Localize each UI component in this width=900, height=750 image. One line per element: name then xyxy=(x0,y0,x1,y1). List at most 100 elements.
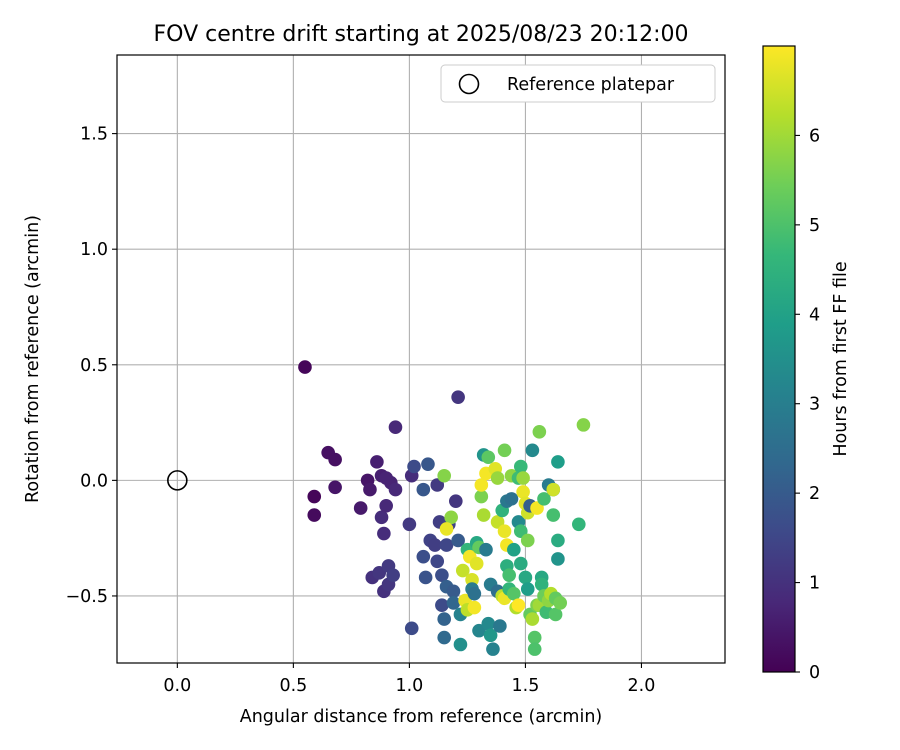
data-point xyxy=(534,577,549,592)
data-point xyxy=(497,524,512,539)
data-point xyxy=(537,492,551,506)
data-point xyxy=(511,598,526,613)
data-point xyxy=(474,489,489,504)
y-tick-label: −0.5 xyxy=(66,587,109,607)
legend-label: Reference platepar xyxy=(507,75,675,95)
legend-box xyxy=(440,64,716,103)
data-point xyxy=(513,459,528,474)
data-point xyxy=(551,455,565,469)
data-point xyxy=(493,619,507,633)
data-point xyxy=(520,582,535,596)
plot-frame xyxy=(116,54,726,664)
data-point xyxy=(435,598,449,613)
data-point xyxy=(490,471,505,485)
colorbar-tick-label: 6 xyxy=(809,126,820,146)
data-point xyxy=(548,607,563,622)
data-point xyxy=(481,450,496,465)
x-tick-label: 1.5 xyxy=(512,676,540,696)
data-point xyxy=(374,510,389,525)
data-point xyxy=(363,482,377,497)
data-point xyxy=(553,596,568,610)
data-point xyxy=(527,642,542,656)
data-point xyxy=(407,459,421,474)
x-axis-label: Angular distance from reference (arcmin) xyxy=(240,707,603,727)
data-point xyxy=(486,642,500,656)
data-point xyxy=(479,542,493,557)
data-point xyxy=(546,508,561,522)
y-axis-ticks: −0.5 0.0 0.5 1.0 1.5 xyxy=(66,125,117,607)
data-point xyxy=(455,563,470,578)
x-tick-label: 0.5 xyxy=(279,676,307,696)
data-point xyxy=(307,508,322,522)
y-axis-label: Rotation from reference (arcmin) xyxy=(23,215,43,503)
data-point xyxy=(328,480,342,495)
data-point xyxy=(490,515,505,529)
data-point xyxy=(353,501,368,515)
data-point xyxy=(437,630,452,645)
colorbar-label: Hours from first FF file xyxy=(831,261,851,456)
colorbar-ticks: 0 1 2 3 4 5 6 xyxy=(795,126,820,683)
data-point xyxy=(446,584,461,599)
data-point xyxy=(516,485,530,499)
x-tick-label: 2.0 xyxy=(628,676,656,696)
data-point xyxy=(469,556,484,571)
data-point xyxy=(435,568,449,582)
data-point xyxy=(421,457,435,471)
legend-marker xyxy=(458,73,480,95)
data-point xyxy=(307,489,322,504)
y-tick-label: 1.0 xyxy=(80,240,108,260)
data-point xyxy=(446,596,461,610)
data-point xyxy=(532,425,547,439)
data-point xyxy=(525,612,540,626)
colorbar-tick-label: 1 xyxy=(809,574,820,594)
data-point xyxy=(513,556,528,571)
data-point xyxy=(328,452,342,467)
colorbar-tick-label: 0 xyxy=(809,663,820,683)
y-tick-label: 0.5 xyxy=(80,356,108,376)
plot-area xyxy=(117,55,725,663)
y-tick-label: 1.5 xyxy=(80,125,108,145)
data-point xyxy=(418,570,433,585)
data-point xyxy=(372,566,387,580)
data-point xyxy=(497,443,512,458)
legend: Reference platepar xyxy=(440,64,716,103)
data-point xyxy=(451,533,465,548)
data-point xyxy=(467,586,482,601)
data-point xyxy=(530,501,544,515)
scatter-points xyxy=(298,360,591,656)
chart-title: FOV centre drift starting at 2025/08/23 … xyxy=(154,22,689,47)
data-point xyxy=(298,360,312,374)
reference-platepar-marker xyxy=(167,470,188,491)
data-point xyxy=(444,510,458,525)
data-point xyxy=(502,568,516,582)
colorbar: 0 1 2 3 4 5 6 Hours from first FF file xyxy=(762,45,851,683)
y-tick-label: 0.0 xyxy=(80,471,108,491)
data-point xyxy=(483,628,498,643)
data-point xyxy=(576,418,591,432)
data-point xyxy=(507,542,521,557)
data-point xyxy=(518,570,533,585)
data-point xyxy=(481,616,496,631)
data-point xyxy=(416,482,431,497)
data-point xyxy=(388,482,403,497)
colorbar-gradient xyxy=(763,46,795,672)
data-point xyxy=(476,508,491,522)
data-point xyxy=(467,600,482,615)
data-point xyxy=(437,612,452,626)
data-point xyxy=(507,586,521,601)
data-point xyxy=(513,524,528,539)
data-point xyxy=(449,494,463,508)
data-point xyxy=(439,522,454,536)
data-point xyxy=(437,468,452,483)
data-point xyxy=(474,478,489,492)
data-point xyxy=(370,455,384,469)
data-point xyxy=(416,549,431,564)
data-point xyxy=(377,526,391,541)
data-point xyxy=(551,533,565,548)
data-point xyxy=(551,552,565,566)
colorbar-frame xyxy=(762,45,796,673)
data-point xyxy=(428,538,442,552)
x-axis-ticks: 0.0 0.5 1.0 1.5 2.0 xyxy=(163,663,655,696)
x-tick-label: 0.0 xyxy=(163,676,191,696)
